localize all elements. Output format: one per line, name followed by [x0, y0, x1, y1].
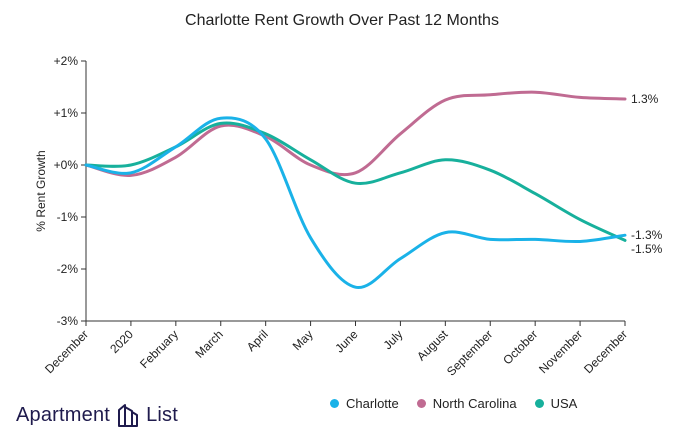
y-axis-title: % Rent Growth: [34, 150, 48, 231]
building-icon: [118, 404, 139, 427]
x-tick-label: December: [42, 327, 91, 376]
y-tick-label: +1%: [54, 106, 79, 120]
y-tick-label: -2%: [57, 262, 79, 276]
legend-swatch-north-carolina: [416, 399, 426, 408]
legend-swatch-charlotte: [330, 399, 339, 408]
end-label-usa: -1.5%: [631, 242, 663, 256]
logo-text-left: Apartment: [16, 403, 111, 426]
x-tick-label: February: [137, 327, 181, 371]
end-label-charlotte: -1.3%: [631, 228, 663, 242]
x-tick-label: November: [536, 327, 585, 376]
x-tick-label: August: [414, 327, 451, 364]
x-tick-label: September: [444, 327, 495, 378]
x-tick-label: April: [244, 327, 271, 354]
x-tick-label: May: [290, 327, 316, 353]
y-tick-label: -3%: [57, 314, 79, 328]
legend-label-charlotte: Charlotte: [346, 396, 399, 411]
logo-text-right: List: [146, 403, 179, 426]
x-tick-label: October: [500, 327, 540, 367]
y-tick-label: +2%: [54, 54, 79, 68]
x-tick-label: June: [332, 327, 361, 356]
chart-title: Charlotte Rent Growth Over Past 12 Month…: [185, 12, 499, 29]
apartment-list-logo[interactable]: Apartment List: [16, 402, 178, 428]
legend-item-north-carolina[interactable]: North Carolina: [416, 396, 517, 411]
series-line-north-carolina: [84, 90, 627, 177]
y-tick-label: -1%: [57, 210, 79, 224]
legend-item-usa[interactable]: USA: [534, 396, 578, 411]
series-line-usa: [84, 121, 627, 242]
x-tick-label: 2020: [107, 327, 136, 356]
x-tick-label: July: [381, 327, 406, 352]
legend: Charlotte North Carolina USA: [330, 396, 595, 411]
legend-label-usa: USA: [550, 396, 578, 411]
x-tick-label: March: [192, 327, 225, 360]
x-tick-label: December: [581, 327, 630, 376]
series-line-charlotte: [84, 116, 627, 289]
y-tick-label: +0%: [54, 158, 79, 172]
legend-swatch-usa: [534, 399, 544, 408]
end-label-north-carolina: 1.3%: [631, 92, 659, 106]
legend-label-north-carolina: North Carolina: [432, 396, 517, 411]
legend-item-charlotte[interactable]: Charlotte: [330, 396, 399, 411]
